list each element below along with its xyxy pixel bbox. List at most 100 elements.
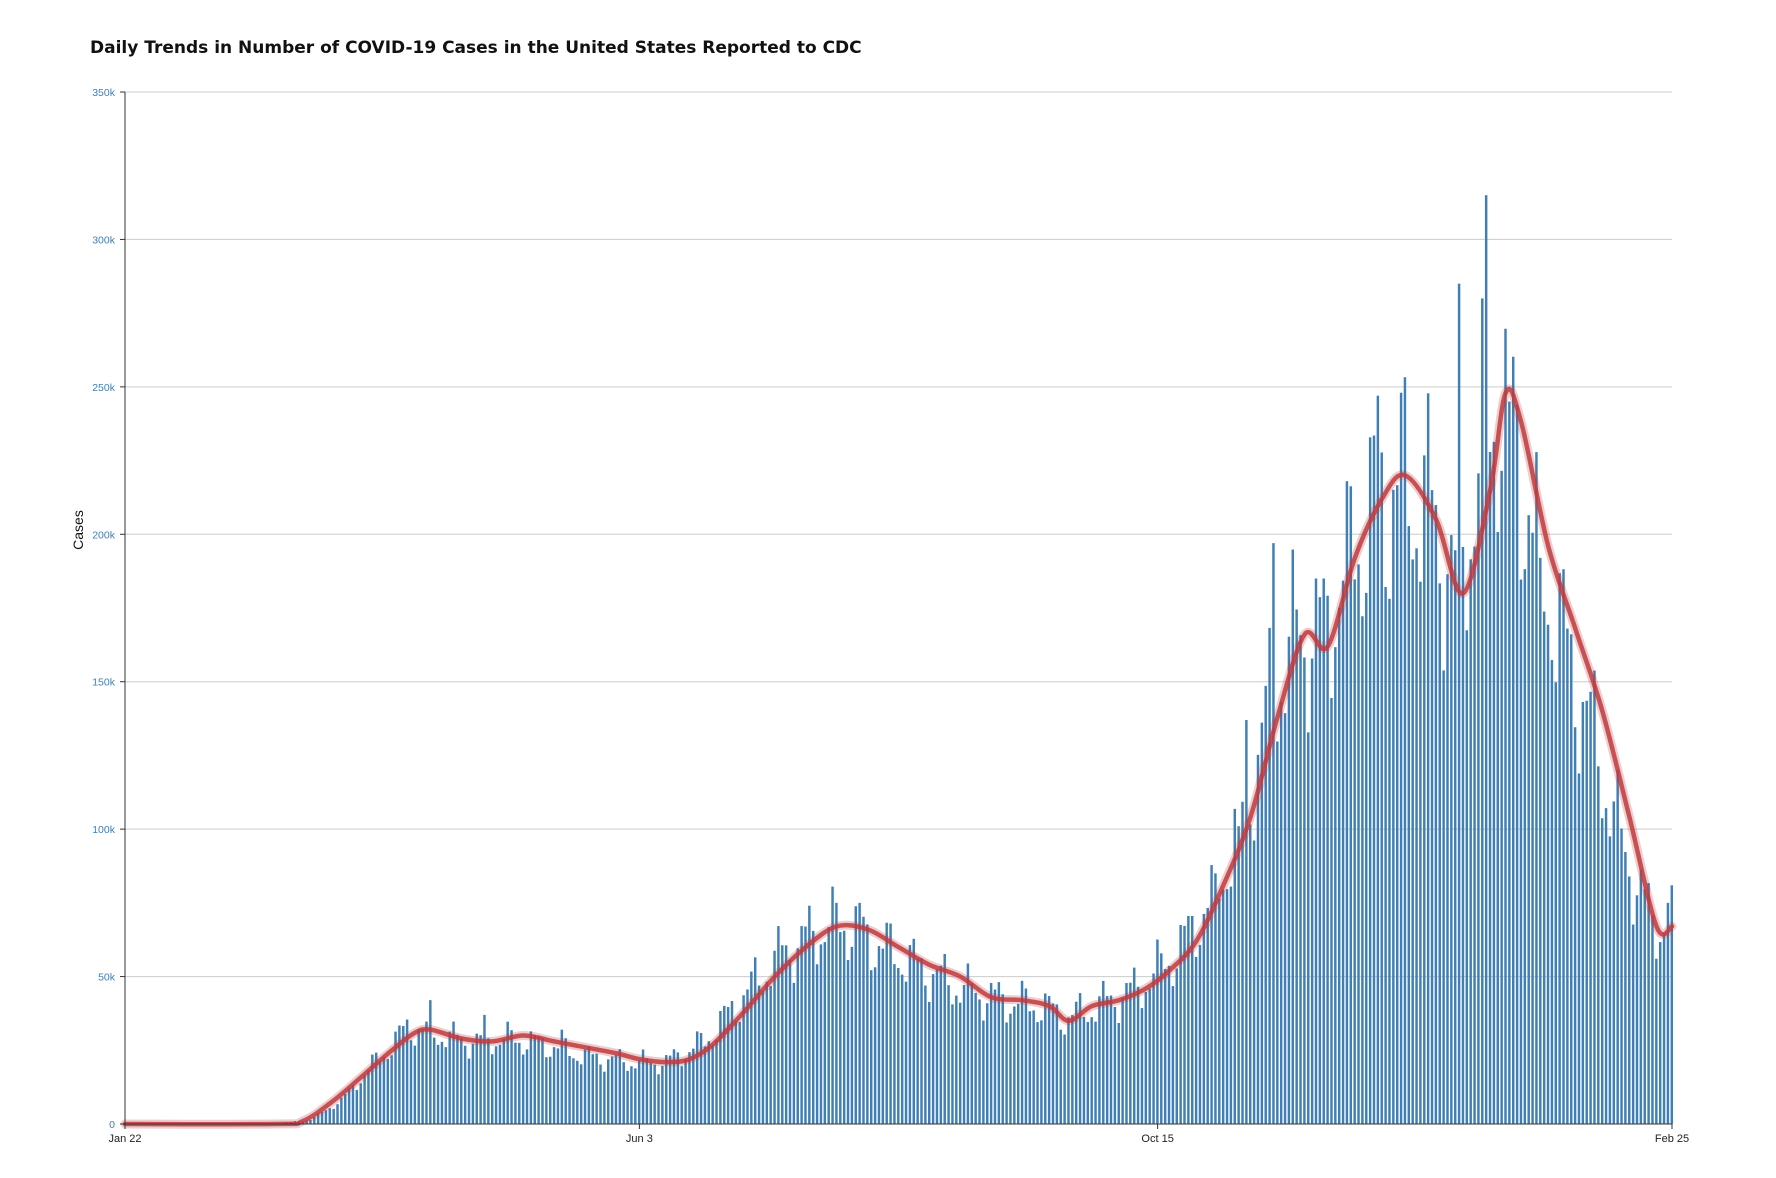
- case-bar: [374, 1052, 378, 1124]
- case-bar: [552, 1047, 556, 1124]
- case-bar: [1303, 657, 1306, 1124]
- case-bar: [870, 970, 873, 1124]
- case-bar: [1430, 490, 1434, 1124]
- case-bar: [912, 938, 915, 1124]
- case-bar: [398, 1025, 401, 1124]
- case-bar: [378, 1061, 382, 1124]
- case-bar: [1125, 983, 1128, 1124]
- case-bar: [367, 1070, 370, 1124]
- case-bar: [1198, 944, 1202, 1124]
- case-bar: [309, 1120, 312, 1124]
- case-bar: [1156, 939, 1159, 1124]
- x-tick-label: Oct 15: [1141, 1133, 1173, 1145]
- case-bar: [1129, 982, 1132, 1124]
- x-tick-label: Jun 3: [626, 1133, 653, 1145]
- case-bar: [757, 985, 761, 1124]
- case-bar: [1384, 586, 1387, 1124]
- case-bar: [1098, 996, 1101, 1124]
- case-bar: [993, 989, 997, 1124]
- case-bar: [1059, 1029, 1062, 1124]
- case-bar: [1546, 624, 1550, 1124]
- case-bar: [978, 999, 981, 1124]
- case-bar: [1117, 1022, 1120, 1124]
- case-bar: [750, 971, 753, 1124]
- case-bar: [1550, 660, 1554, 1124]
- case-bar: [1465, 630, 1469, 1124]
- case-bar: [1094, 1021, 1097, 1124]
- case-bar: [1256, 754, 1260, 1124]
- case-bar: [1132, 967, 1136, 1124]
- case-bar: [371, 1054, 374, 1124]
- case-bar: [850, 946, 854, 1124]
- x-tick-label: Jan 22: [108, 1133, 141, 1145]
- case-bar: [1307, 732, 1310, 1124]
- case-bar: [1334, 647, 1337, 1124]
- case-bar: [986, 1003, 989, 1124]
- case-bar: [703, 1046, 707, 1124]
- case-bar: [889, 923, 892, 1124]
- case-bar: [924, 985, 927, 1124]
- case-bar: [1047, 996, 1051, 1124]
- case-bar: [1245, 720, 1248, 1124]
- case-bar: [1314, 578, 1318, 1124]
- case-bar: [1558, 573, 1561, 1124]
- case-bar: [1152, 973, 1155, 1124]
- case-bar: [665, 1055, 668, 1124]
- case-bar: [1446, 574, 1449, 1124]
- case-bar: [599, 1064, 602, 1124]
- case-bar: [479, 1035, 482, 1124]
- case-bar: [490, 1054, 494, 1124]
- case-bar: [402, 1025, 405, 1124]
- case-bar: [804, 926, 807, 1124]
- case-bar: [1581, 701, 1585, 1124]
- case-bar: [1469, 559, 1472, 1124]
- case-bar: [417, 1029, 420, 1124]
- case-bar: [680, 1066, 683, 1124]
- case-bar: [897, 967, 900, 1124]
- case-bar: [630, 1066, 633, 1124]
- case-bar: [1272, 543, 1275, 1124]
- case-bar: [1631, 924, 1635, 1124]
- case-bar: [1074, 1001, 1078, 1124]
- case-bar: [792, 982, 796, 1124]
- case-bar: [707, 1041, 711, 1124]
- case-bar: [1044, 993, 1047, 1124]
- case-bar: [842, 930, 846, 1124]
- case-bar: [773, 950, 776, 1124]
- case-bar: [1009, 1013, 1012, 1124]
- case-bar: [1268, 627, 1271, 1124]
- case-bar: [626, 1070, 629, 1124]
- case-bar: [1252, 840, 1256, 1124]
- case-bar: [1233, 808, 1236, 1124]
- case-bar: [1593, 670, 1596, 1124]
- case-bar: [591, 1054, 594, 1124]
- case-bar: [935, 969, 939, 1124]
- case-bar: [579, 1064, 583, 1124]
- case-bar: [460, 1037, 463, 1124]
- case-bar: [359, 1083, 362, 1124]
- case-bar: [1136, 986, 1140, 1124]
- case-bar: [1604, 808, 1608, 1124]
- case-bar: [1365, 592, 1368, 1124]
- case-bar: [409, 1040, 413, 1124]
- case-bar: [1434, 505, 1438, 1124]
- case-bar: [463, 1045, 467, 1124]
- case-bar: [1001, 994, 1004, 1124]
- case-bar: [603, 1071, 606, 1124]
- case-bar: [587, 1045, 591, 1124]
- case-bar: [1666, 902, 1670, 1124]
- case-bar: [1024, 988, 1028, 1124]
- case-bar: [958, 1002, 962, 1124]
- case-bar: [336, 1104, 339, 1124]
- case-bar: [726, 1007, 730, 1124]
- case-bar: [510, 1030, 513, 1124]
- case-bar: [1063, 1034, 1066, 1124]
- case-bar: [525, 1049, 529, 1124]
- case-bar: [719, 1011, 722, 1124]
- case-bar: [1419, 581, 1422, 1124]
- case-bar: [456, 1034, 459, 1124]
- case-bar: [966, 963, 970, 1124]
- case-bar: [1191, 915, 1194, 1124]
- case-bar: [614, 1054, 618, 1124]
- case-bar: [1105, 996, 1109, 1124]
